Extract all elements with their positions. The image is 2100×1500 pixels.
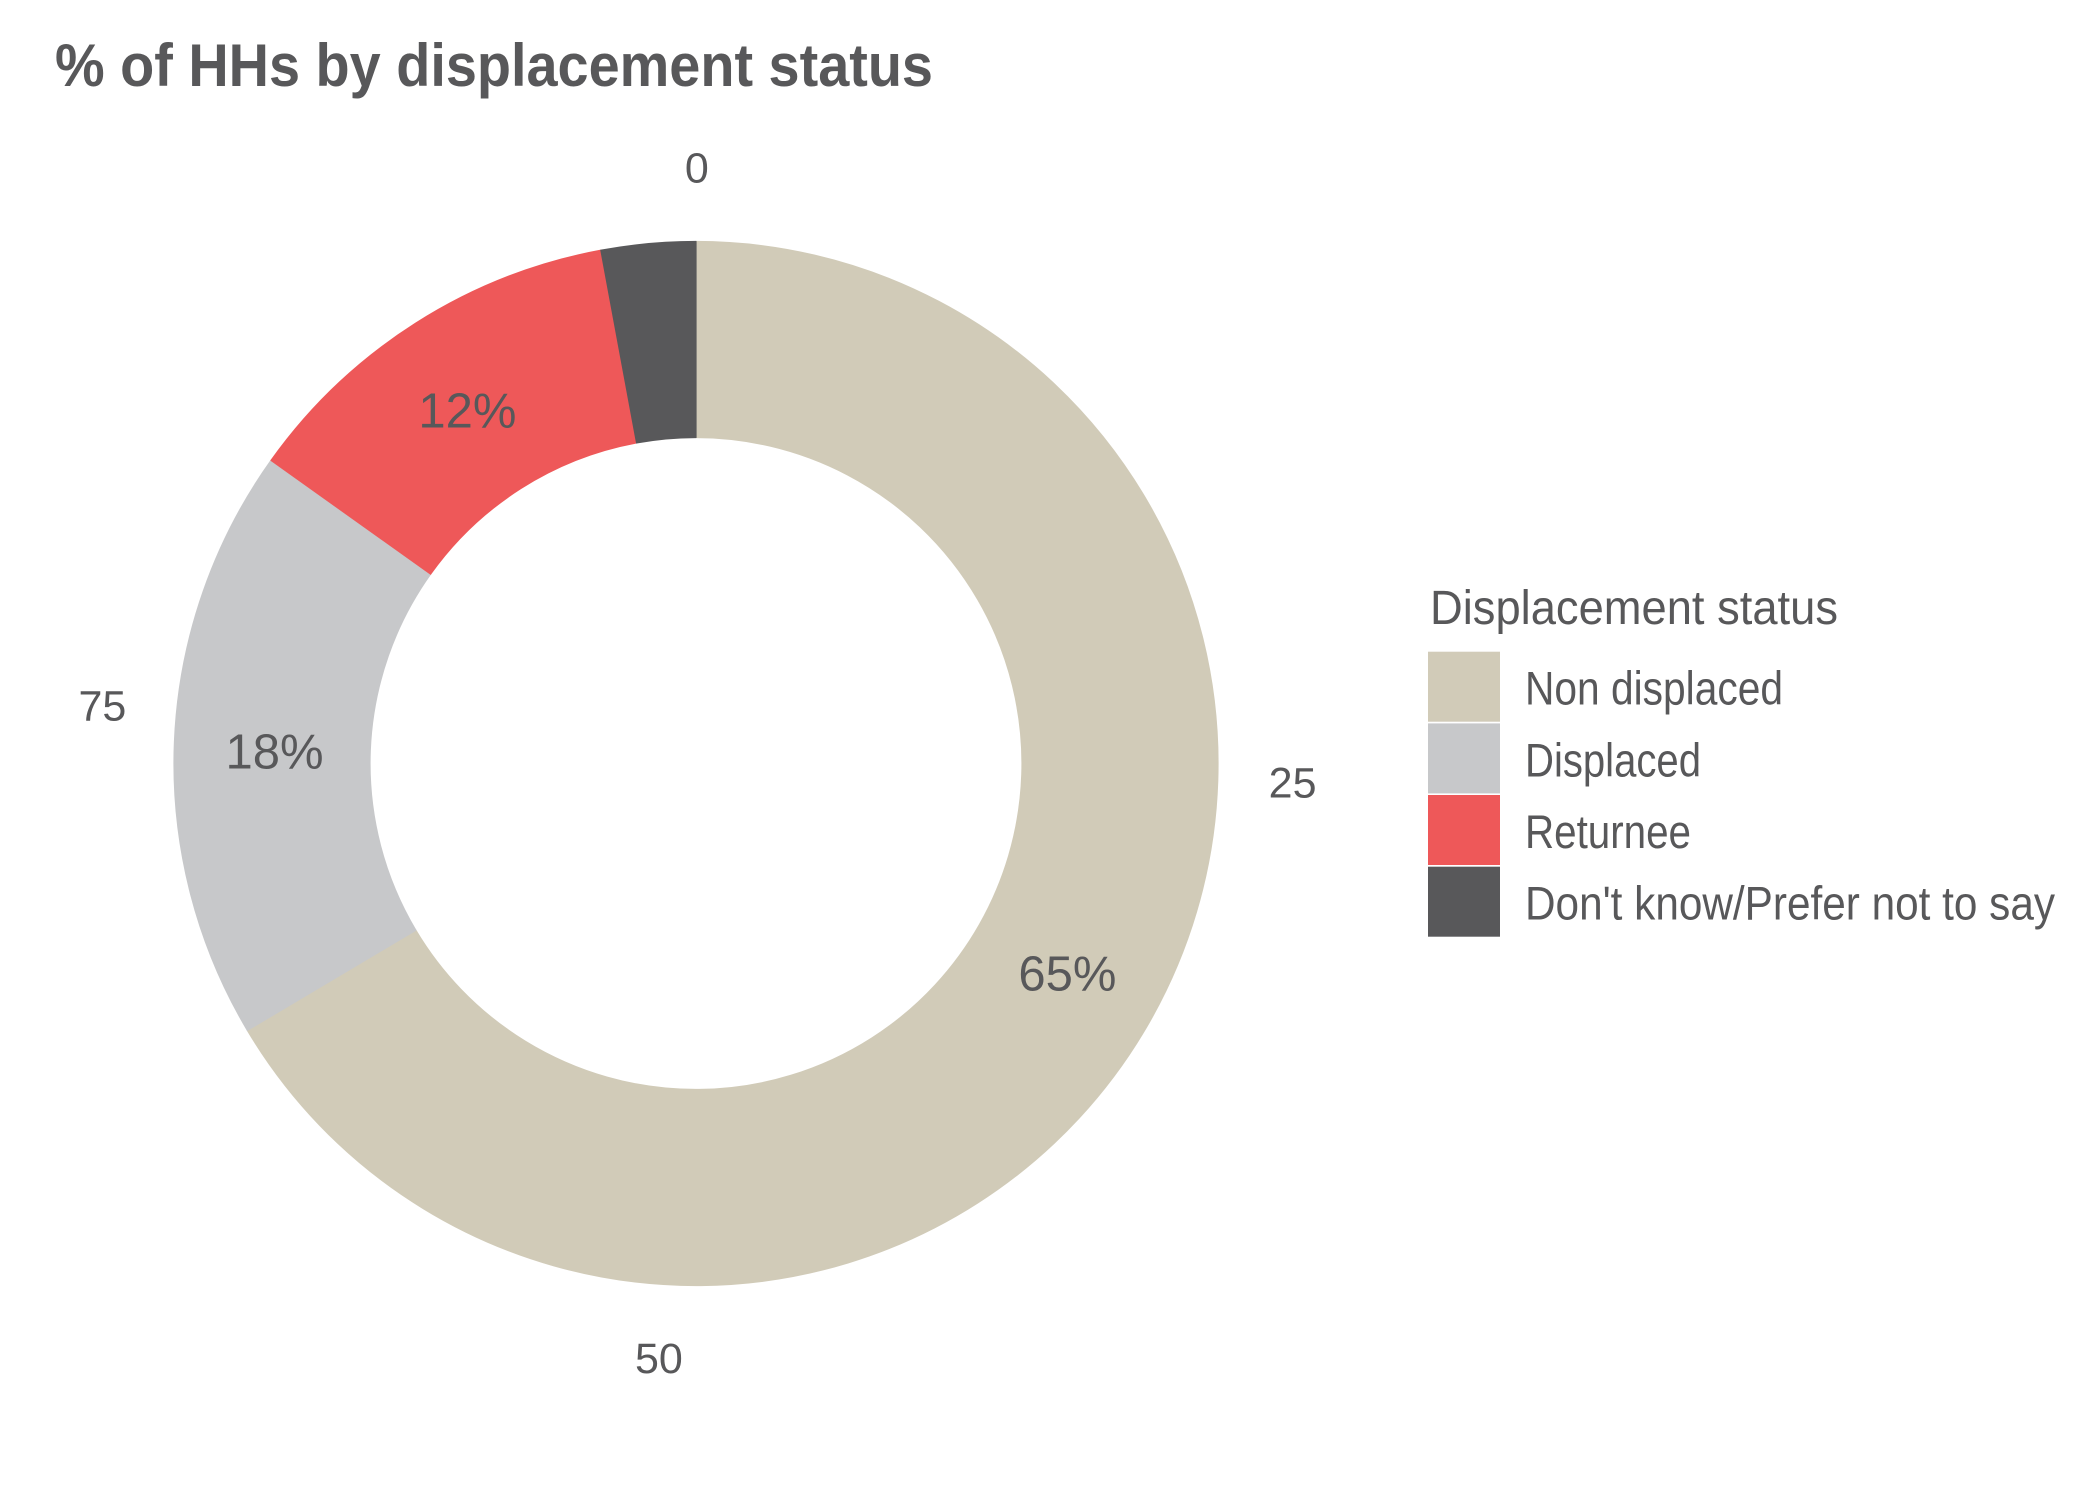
svg-text:Don't know/Prefer not to say: Don't know/Prefer not to say xyxy=(1525,877,2055,930)
svg-text:12%: 12% xyxy=(418,384,516,438)
svg-text:0: 0 xyxy=(685,145,709,193)
svg-text:% of HHs by displacement statu: % of HHs by displacement status xyxy=(55,32,933,99)
svg-text:Displacement status: Displacement status xyxy=(1430,582,1838,635)
svg-text:75: 75 xyxy=(78,683,126,731)
svg-text:65%: 65% xyxy=(1018,947,1116,1001)
svg-text:25: 25 xyxy=(1269,760,1317,808)
svg-text:18%: 18% xyxy=(225,726,323,780)
svg-text:Non displaced: Non displaced xyxy=(1525,662,1783,715)
svg-text:Displaced: Displaced xyxy=(1525,733,1701,786)
svg-text:Returnee: Returnee xyxy=(1525,805,1691,858)
svg-text:50: 50 xyxy=(635,1335,683,1383)
